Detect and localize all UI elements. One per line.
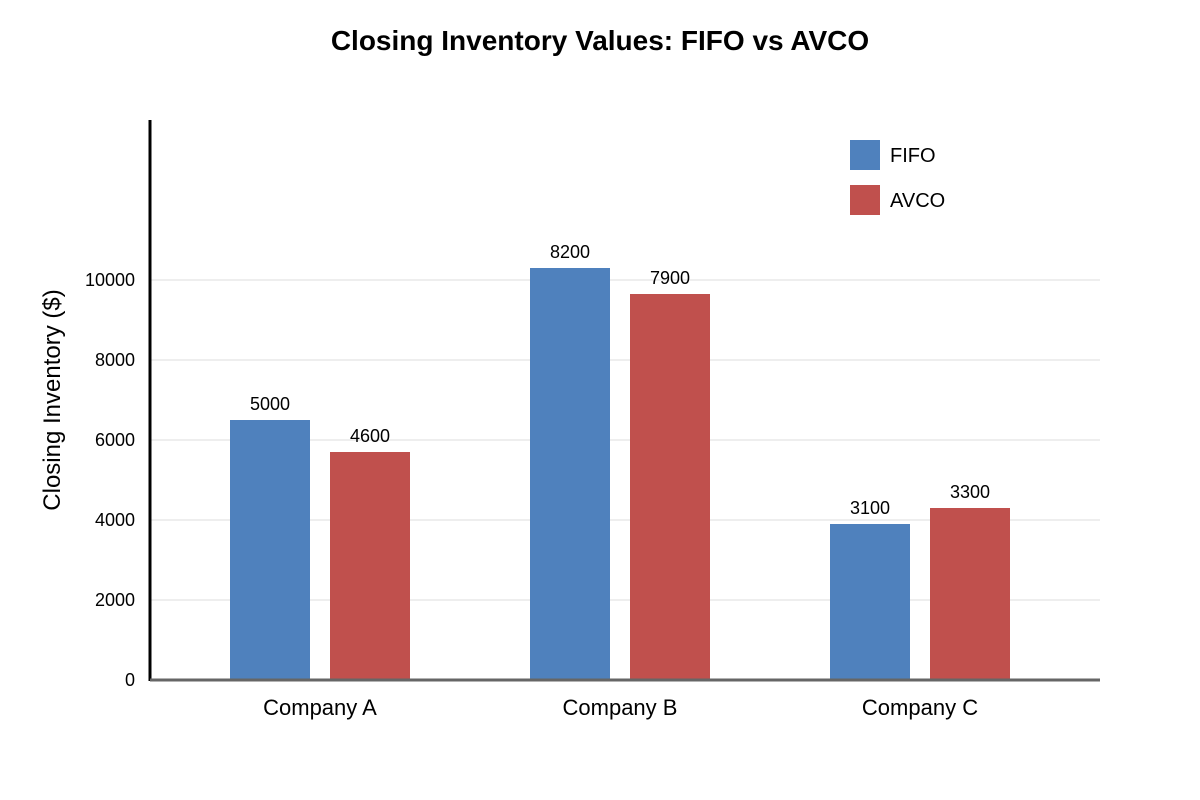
bar-value-label: 3100 — [850, 498, 890, 518]
value-labels: 5000 4600 8200 7900 3100 3300 — [250, 242, 990, 518]
y-tick-label: 10000 — [85, 270, 135, 290]
y-tick-label: 2000 — [95, 590, 135, 610]
chart-title: Closing Inventory Values: FIFO vs AVCO — [331, 25, 869, 56]
y-tick-label: 4000 — [95, 510, 135, 530]
bar-fifo-0 — [230, 420, 310, 680]
x-category-label: Company B — [563, 695, 678, 720]
bar-fifo-1 — [530, 268, 610, 680]
x-category-label: Company A — [263, 695, 377, 720]
category-labels: Company A Company B Company C — [263, 695, 978, 720]
x-category-label: Company C — [862, 695, 978, 720]
bar-value-label: 8200 — [550, 242, 590, 262]
bar-avco-1 — [630, 294, 710, 680]
y-tick-label: 6000 — [95, 430, 135, 450]
legend-label-avco: AVCO — [890, 190, 945, 212]
bars — [230, 268, 1010, 680]
y-axis-ticks: 0 2000 4000 6000 8000 10000 — [85, 270, 135, 690]
legend-swatch-avco — [850, 185, 880, 215]
y-tick-label: 8000 — [95, 350, 135, 370]
y-axis-label: Closing Inventory ($) — [39, 289, 66, 510]
legend-label-fifo: FIFO — [890, 145, 936, 167]
legend-swatch-fifo — [850, 140, 880, 170]
bar-value-label: 7900 — [650, 268, 690, 288]
bar-value-label: 4600 — [350, 426, 390, 446]
bar-avco-2 — [930, 508, 1010, 680]
y-tick-label: 0 — [125, 670, 135, 690]
bar-value-label: 5000 — [250, 394, 290, 414]
bar-avco-0 — [330, 452, 410, 680]
bar-value-label: 3300 — [950, 482, 990, 502]
legend: FIFO AVCO — [850, 140, 945, 215]
bar-fifo-2 — [830, 524, 910, 680]
